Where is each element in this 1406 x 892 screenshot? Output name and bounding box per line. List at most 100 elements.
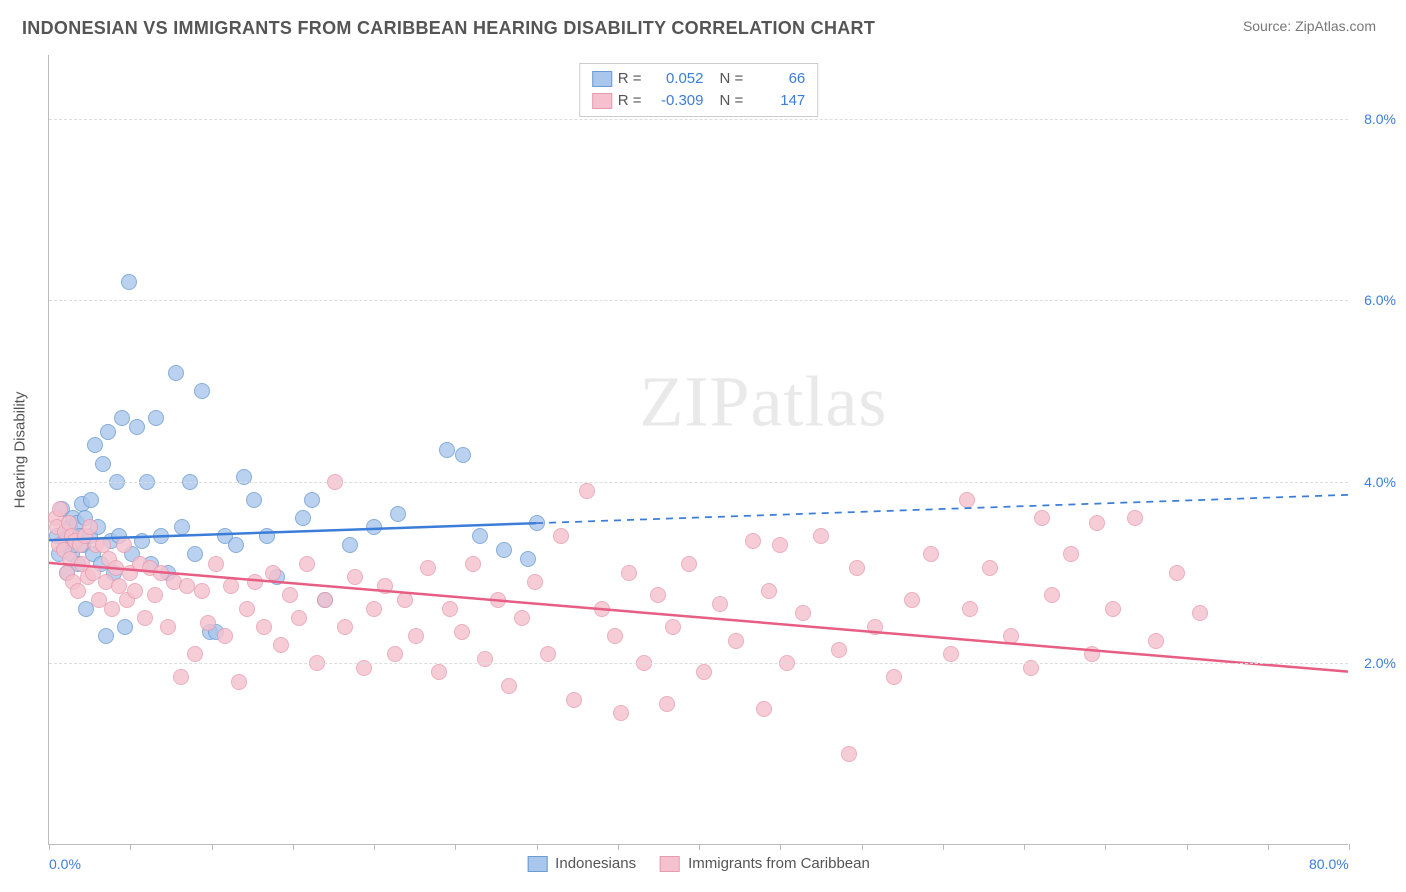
scatter-point-indonesians bbox=[390, 506, 406, 522]
scatter-point-indonesians bbox=[74, 496, 90, 512]
scatter-point-caribbean bbox=[566, 692, 582, 708]
scatter-point-caribbean bbox=[187, 646, 203, 662]
scatter-point-indonesians bbox=[202, 624, 218, 640]
scatter-point-indonesians bbox=[217, 528, 233, 544]
series-label-1: Indonesians bbox=[555, 855, 636, 872]
x-tick bbox=[1187, 844, 1188, 850]
scatter-point-indonesians bbox=[124, 546, 140, 562]
scatter-point-caribbean bbox=[137, 610, 153, 626]
scatter-point-caribbean bbox=[217, 628, 233, 644]
scatter-point-indonesians bbox=[64, 546, 80, 562]
scatter-point-indonesians bbox=[59, 565, 75, 581]
watermark: ZIPatlas bbox=[639, 361, 887, 444]
scatter-point-caribbean bbox=[442, 601, 458, 617]
scatter-point-caribbean bbox=[1127, 510, 1143, 526]
scatter-point-caribbean bbox=[1169, 565, 1185, 581]
scatter-point-caribbean bbox=[64, 528, 80, 544]
scatter-point-caribbean bbox=[61, 515, 77, 531]
scatter-point-caribbean bbox=[772, 537, 788, 553]
scatter-point-indonesians bbox=[134, 533, 150, 549]
scatter-point-caribbean bbox=[142, 560, 158, 576]
scatter-point-indonesians bbox=[121, 274, 137, 290]
scatter-point-caribbean bbox=[982, 560, 998, 576]
scatter-point-indonesians bbox=[187, 546, 203, 562]
scatter-point-caribbean bbox=[408, 628, 424, 644]
source-prefix: Source: bbox=[1243, 18, 1295, 34]
scatter-point-caribbean bbox=[223, 578, 239, 594]
scatter-point-caribbean bbox=[67, 533, 83, 549]
source-attribution: Source: ZipAtlas.com bbox=[1243, 18, 1376, 34]
scatter-point-indonesians bbox=[472, 528, 488, 544]
scatter-point-caribbean bbox=[501, 678, 517, 694]
scatter-point-indonesians bbox=[57, 533, 73, 549]
legend-swatch-indonesians bbox=[592, 71, 612, 87]
x-tick-label: 80.0% bbox=[1309, 856, 1349, 872]
scatter-point-indonesians bbox=[455, 447, 471, 463]
y-tick-label: 6.0% bbox=[1364, 292, 1396, 308]
scatter-point-caribbean bbox=[712, 596, 728, 612]
scatter-point-caribbean bbox=[74, 556, 90, 572]
scatter-point-caribbean bbox=[1105, 601, 1121, 617]
x-tick bbox=[862, 844, 863, 850]
x-tick bbox=[293, 844, 294, 850]
scatter-point-caribbean bbox=[813, 528, 829, 544]
scatter-point-caribbean bbox=[540, 646, 556, 662]
scatter-point-caribbean bbox=[77, 528, 93, 544]
scatter-point-caribbean bbox=[665, 619, 681, 635]
scatter-point-caribbean bbox=[347, 569, 363, 585]
stats-legend: R = 0.052 N = 66 R = -0.309 N = 147 bbox=[579, 63, 819, 117]
scatter-point-caribbean bbox=[98, 574, 114, 590]
scatter-point-indonesians bbox=[100, 424, 116, 440]
scatter-point-indonesians bbox=[174, 519, 190, 535]
series-legend: Indonesians Immigrants from Caribbean bbox=[527, 855, 870, 872]
trend-line-indonesians bbox=[49, 523, 536, 540]
scatter-point-caribbean bbox=[88, 537, 104, 553]
scatter-point-caribbean bbox=[1089, 515, 1105, 531]
scatter-point-caribbean bbox=[1023, 660, 1039, 676]
scatter-point-caribbean bbox=[299, 556, 315, 572]
scatter-point-caribbean bbox=[1063, 546, 1079, 562]
scatter-point-indonesians bbox=[366, 519, 382, 535]
scatter-point-caribbean bbox=[265, 565, 281, 581]
scatter-point-indonesians bbox=[148, 410, 164, 426]
scatter-point-caribbean bbox=[696, 664, 712, 680]
scatter-point-caribbean bbox=[420, 560, 436, 576]
scatter-point-caribbean bbox=[273, 637, 289, 653]
source-name: ZipAtlas.com bbox=[1295, 18, 1376, 34]
legend-n-label: N = bbox=[720, 68, 744, 90]
x-tick bbox=[537, 844, 538, 850]
series-legend-item-1: Indonesians bbox=[527, 855, 636, 872]
scatter-point-caribbean bbox=[904, 592, 920, 608]
scatter-point-caribbean bbox=[108, 560, 124, 576]
chart-title: INDONESIAN VS IMMIGRANTS FROM CARIBBEAN … bbox=[22, 18, 875, 39]
scatter-point-caribbean bbox=[239, 601, 255, 617]
scatter-point-indonesians bbox=[160, 565, 176, 581]
scatter-point-caribbean bbox=[841, 746, 857, 762]
scatter-point-indonesians bbox=[228, 537, 244, 553]
scatter-point-indonesians bbox=[153, 528, 169, 544]
scatter-point-caribbean bbox=[147, 587, 163, 603]
scatter-point-caribbean bbox=[282, 587, 298, 603]
scatter-point-caribbean bbox=[397, 592, 413, 608]
scatter-point-indonesians bbox=[304, 492, 320, 508]
scatter-point-caribbean bbox=[431, 664, 447, 680]
scatter-point-indonesians bbox=[83, 492, 99, 508]
scatter-point-caribbean bbox=[208, 556, 224, 572]
scatter-point-indonesians bbox=[106, 565, 122, 581]
scatter-point-caribbean bbox=[607, 628, 623, 644]
scatter-point-indonesians bbox=[78, 601, 94, 617]
scatter-point-caribbean bbox=[681, 556, 697, 572]
scatter-point-caribbean bbox=[51, 537, 67, 553]
scatter-point-caribbean bbox=[48, 510, 64, 526]
scatter-point-caribbean bbox=[56, 542, 72, 558]
scatter-point-indonesians bbox=[520, 551, 536, 567]
scatter-point-caribbean bbox=[1084, 646, 1100, 662]
plot-area: ZIPatlas R = 0.052 N = 66 R = -0.309 N =… bbox=[48, 55, 1348, 845]
scatter-point-caribbean bbox=[613, 705, 629, 721]
scatter-point-caribbean bbox=[650, 587, 666, 603]
scatter-point-caribbean bbox=[728, 633, 744, 649]
x-tick bbox=[49, 844, 50, 850]
scatter-point-caribbean bbox=[745, 533, 761, 549]
scatter-point-caribbean bbox=[52, 501, 68, 517]
scatter-point-caribbean bbox=[85, 565, 101, 581]
